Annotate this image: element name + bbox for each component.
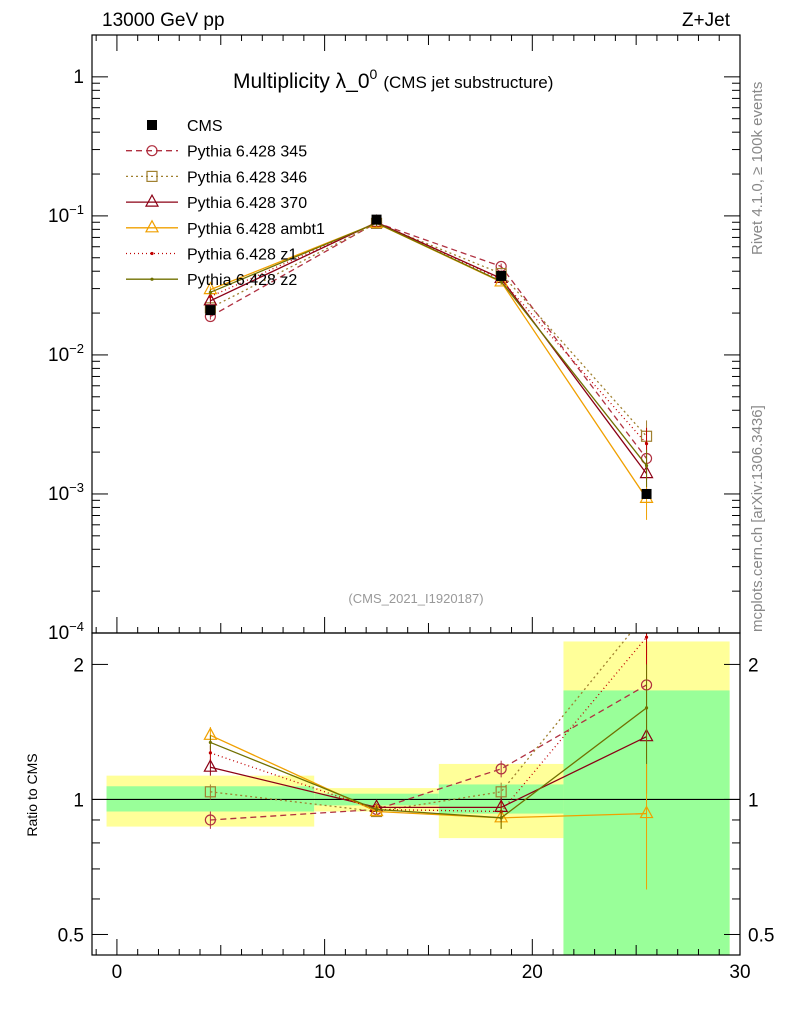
x-tick-label: 20 xyxy=(522,962,543,983)
legend-item: Pythia 6.428 370 xyxy=(126,193,307,212)
ratio-y-tick-label-left: 1 xyxy=(73,790,84,811)
ratio-ylabel: Ratio to CMS xyxy=(24,753,40,836)
ratio-point xyxy=(204,814,216,826)
series-point xyxy=(203,292,218,306)
ratio-line xyxy=(210,633,632,813)
legend-label: Pythia 6.428 z1 xyxy=(187,247,297,264)
y-tick-label: 1 xyxy=(73,67,84,88)
chart-title: Multiplicity λ_00 (CMS jet substructure) xyxy=(233,66,553,93)
legend-label: Pythia 6.428 z2 xyxy=(187,272,297,289)
legend-label: Pythia 6.428 ambt1 xyxy=(187,221,325,238)
analysis-tag: (CMS_2021_I1920187) xyxy=(348,591,483,606)
energy-label: 13000 GeV pp xyxy=(102,10,225,31)
legend-item: Pythia 6.428 346 xyxy=(126,169,307,186)
cms-data-point xyxy=(641,488,652,499)
ratio-line xyxy=(210,707,647,819)
legend-item: Pythia 6.428 ambt1 xyxy=(126,219,325,238)
ratio-series-pythia-6-428-z2 xyxy=(208,664,649,829)
legend-marker xyxy=(150,251,154,256)
series-point xyxy=(208,290,212,294)
ratio-point xyxy=(374,807,379,812)
y-tick-label: 10−4 xyxy=(48,619,84,644)
legend-label: Pythia 6.428 370 xyxy=(187,195,307,212)
cms-data-series xyxy=(205,214,652,499)
ratio-y-tick-label-left: 0.5 xyxy=(58,925,84,946)
main-panel: 1 10−1 10−2 10−3 10−4 Multiplicity λ_00 (CMS … xyxy=(48,34,741,644)
series-point xyxy=(644,442,649,446)
legend-label: Pythia 6.428 345 xyxy=(187,144,307,161)
ratio-point xyxy=(208,751,212,755)
x-tick-label: 0 xyxy=(112,962,123,983)
series-line xyxy=(210,222,648,466)
chart-title-suffix: (CMS jet substructure) xyxy=(383,73,553,92)
process-label: Z+Jet xyxy=(682,10,731,31)
ratio-point xyxy=(639,805,654,819)
legend-item: Pythia 6.428 345 xyxy=(126,144,307,161)
legend-marker xyxy=(147,120,157,130)
legend-label: CMS xyxy=(187,118,223,135)
legend-marker xyxy=(144,219,160,233)
x-tick-label: 30 xyxy=(729,962,750,983)
mcplots-label: mcplots.cern.ch [arXiv:1306.3436] xyxy=(749,405,766,632)
ratio-point xyxy=(644,635,649,639)
ratio-y-tick-label-right: 0.5 xyxy=(748,925,774,946)
ratio-y-tick-label-right: 2 xyxy=(748,655,759,676)
series-point xyxy=(644,463,649,468)
ratio-clipped xyxy=(92,608,740,955)
legend-item: Pythia 6.428 z1 xyxy=(126,247,297,264)
cms-data-point xyxy=(205,305,216,316)
ratio-point xyxy=(644,706,649,710)
series-line xyxy=(210,222,648,459)
legend-marker xyxy=(146,170,158,182)
rivet-version-label: Rivet 4.1.0, ≥ 100k events xyxy=(749,82,766,255)
ratio-line xyxy=(210,684,647,821)
x-tick-label: 10 xyxy=(314,962,335,983)
cms-data-point xyxy=(371,214,382,225)
ratio-point xyxy=(499,816,503,820)
ratio-point xyxy=(208,740,212,745)
chart-title-sup: 0 xyxy=(370,66,378,82)
legend: CMS Pythia 6.428 345 Pythia 6.428 346 Pythi… xyxy=(126,118,325,289)
legend-item: CMS xyxy=(147,118,223,135)
ratio-point xyxy=(203,758,218,772)
ratio-panel: 2 2 1 1 0.5 0.5 Ratio to CMS xyxy=(24,608,774,956)
y-tick-label: 10−3 xyxy=(48,480,84,505)
ratio-line xyxy=(210,734,647,819)
cms-data-point xyxy=(496,270,507,281)
y-tick-label: 10−2 xyxy=(48,341,84,366)
legend-marker xyxy=(146,145,158,157)
ratio-y-tick-label-left: 2 xyxy=(73,655,84,676)
legend-marker xyxy=(150,277,154,281)
ratio-y-tick-label-right: 1 xyxy=(748,790,759,811)
ratio-point xyxy=(642,608,652,618)
x-axis: 0 10 20 30 xyxy=(95,35,751,983)
legend-label: Pythia 6.428 346 xyxy=(187,169,307,186)
ratio-point xyxy=(204,786,216,798)
ratio-point xyxy=(495,786,507,798)
ratio-point xyxy=(495,763,507,775)
ratio-line xyxy=(210,736,647,809)
series-point xyxy=(208,294,212,299)
series-line xyxy=(210,222,648,445)
legend-item: Pythia 6.428 z2 xyxy=(126,272,297,289)
y-tick-label: 10−1 xyxy=(48,202,84,227)
chart-title-main: Multiplicity λ_0 xyxy=(233,70,370,93)
series-line xyxy=(210,221,648,475)
ratio-frame xyxy=(91,632,741,956)
legend-marker xyxy=(144,193,160,207)
